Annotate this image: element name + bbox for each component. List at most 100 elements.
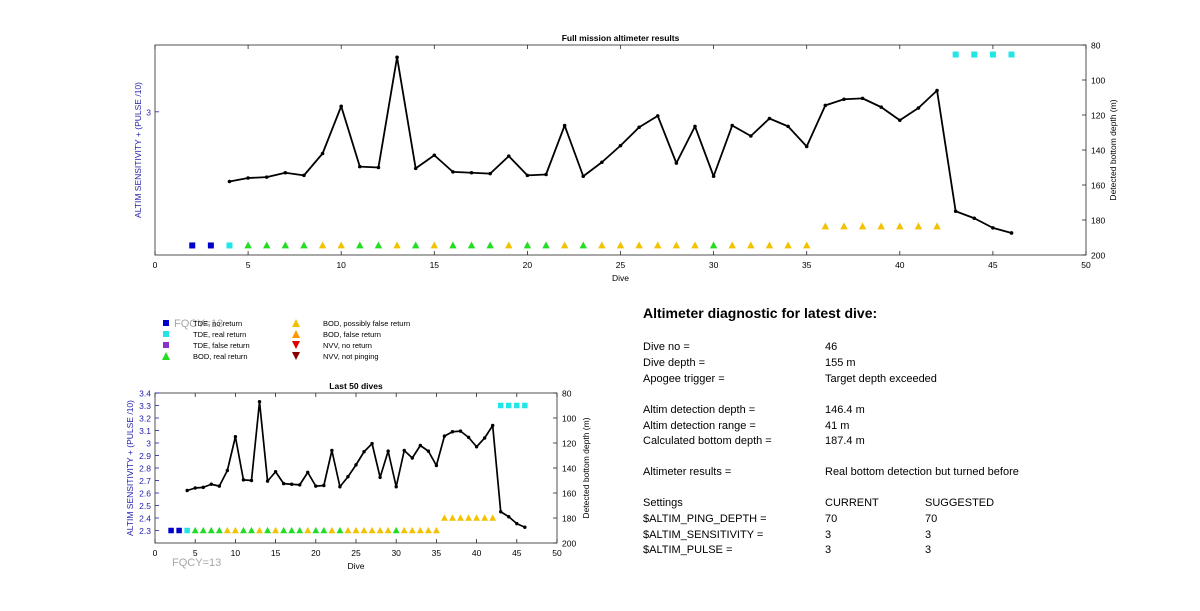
depth-point [201,485,205,490]
marker-bod-possibly-false-return [616,241,625,249]
depth-point [618,143,623,148]
depth-point [320,151,325,156]
marker-bod-possibly-false-return [728,241,736,249]
marker-bod-possibly-false-return [368,526,376,534]
depth-point [281,481,286,486]
triangle-up-marker-icon [292,319,300,327]
depth-point [358,164,362,169]
x-tick-label: 5 [246,260,251,270]
depth-point [823,103,828,108]
marker-bod-possibly-false-return [465,514,472,521]
depth-point [283,170,288,175]
marker-bod-possibly-false-return [272,526,280,534]
y-right-tick-label: 140 [562,464,576,474]
marker-bod-real-return [486,241,494,249]
depth-point [338,485,342,489]
marker-bod-possibly-false-return [598,241,606,249]
depth-point [515,521,519,526]
marker-bod-real-return [542,241,550,249]
depth-point [655,114,660,118]
marker-bod-real-return [374,241,383,249]
chart-title: Last 50 dives [329,381,383,391]
depth-point [376,165,381,170]
marker-bod-possibly-false-return [384,526,392,534]
marker-bod-real-return [296,526,304,534]
x-tick-label: 5 [193,548,198,558]
marker-bod-possibly-false-return [360,526,368,534]
legend-label: BOD, real return [193,352,248,361]
marker-bod-real-return [312,526,320,534]
marker-bod-possibly-false-return [489,514,497,521]
depth-point [330,448,334,453]
marker-tde-real-return [522,402,528,409]
depth-point [506,154,511,158]
altim-detection-range-value: 41 m [825,420,850,432]
legend-label: BOD, false return [323,330,381,339]
x-tick-label: 45 [512,548,522,558]
x-tick-label: 35 [432,548,442,558]
y-right-tick-label: 120 [562,439,576,449]
x-tick-label: 45 [988,260,998,270]
marker-bod-real-return [449,241,457,249]
x-tick-label: 35 [802,260,812,270]
marker-bod-possibly-false-return [337,241,345,249]
marker-bod-possibly-false-return [457,514,464,521]
depth-point [227,179,232,184]
depth-point [249,478,254,483]
y-left-axis-label: ALTIM SENSITIVITY + (PULSE /10) [125,400,135,536]
depth-point [469,170,474,175]
calculated-bottom-depth-value: 187.4 m [825,435,865,447]
depth-point [185,488,189,493]
marker-bod-possibly-false-return [481,514,489,521]
marker-bod-real-return [244,241,252,249]
y-right-tick-label: 80 [1091,41,1101,51]
marker-tde-real-return [1008,51,1015,58]
x-tick-label: 20 [523,260,533,270]
depth-point [241,478,246,482]
legend-label: NVV, not pinging [323,352,379,361]
depth-point [395,55,399,60]
depth-point [637,125,641,130]
depth-point [786,124,790,129]
marker-bod-possibly-false-return [691,241,699,249]
y-right-axis-label: Detected bottom depth (m) [1108,99,1118,200]
x-axis-label: Dive [347,561,364,571]
depth-point [1009,231,1014,235]
depth-point [273,470,278,474]
marker-bod-real-return [191,526,199,534]
marker-tde-no-return [168,527,174,534]
depth-point [426,449,431,453]
apogee-trigger-value: Target depth exceeded [825,373,937,385]
legend-label: NVV, no return [323,341,372,350]
dive-no-value: 46 [825,341,838,353]
last-50-dives-chart: Last 50 dives 0 5 10 15 20 25 30 35 40 45 50 Dive 2.3… [125,381,591,571]
marker-bod-possibly-false-return [802,241,811,249]
fqcy-label: FQCY=13 [172,557,222,569]
depth-point [916,106,921,110]
marker-bod-possibly-false-return [352,526,360,534]
marker-tde-real-return [989,51,996,58]
depth-point [600,160,604,165]
marker-bod-real-return [248,526,255,534]
y-left-tick-label: 2.5 [139,501,151,511]
suggested-column-header: SUGGESTED [925,497,995,509]
y-left-tick-label: 3 [146,439,151,449]
marker-bod-possibly-false-return [858,222,867,230]
marker-tde-real-return [506,402,512,409]
depth-point [434,463,439,468]
depth-point [972,216,977,221]
marker-bod-possibly-false-return [432,526,440,534]
marker-bod-possibly-false-return [896,222,904,230]
marker-bod-possibly-false-return [328,526,336,534]
y-left-tick-label: 2.3 [139,526,151,536]
x-tick-label: 40 [472,548,482,558]
marker-bod-real-return [523,241,532,249]
marker-bod-possibly-false-return [933,222,941,230]
x-tick-label: 20 [311,548,321,558]
depth-point [953,209,958,214]
calculated-bottom-depth-label: Calculated bottom depth = [643,435,772,447]
y-right-tick-label: 180 [562,514,576,524]
depth-point [386,449,390,453]
marker-bod-real-return [356,241,364,249]
marker-bod-possibly-false-return [256,526,263,534]
